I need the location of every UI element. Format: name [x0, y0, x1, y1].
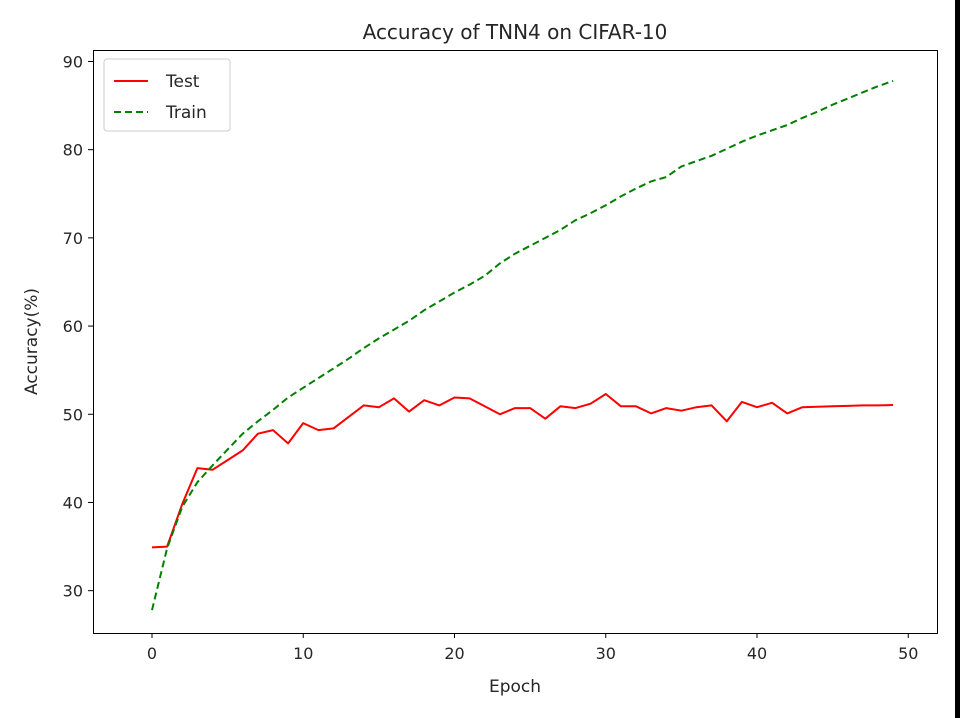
plot-frame [93, 50, 938, 634]
x-tick-label: 0 [147, 644, 157, 663]
x-tick-label: 50 [898, 644, 918, 663]
x-tick-label: 20 [444, 644, 464, 663]
x-tick-label: 40 [747, 644, 767, 663]
y-tick-label: 80 [63, 141, 83, 160]
legend-label-train: Train [165, 103, 207, 123]
y-tick-label: 30 [63, 582, 83, 601]
y-tick-label: 90 [63, 52, 83, 71]
y-tick-label: 50 [63, 405, 83, 424]
x-tick-label: 30 [596, 644, 616, 663]
legend: Test Train [103, 58, 231, 132]
window-edge [955, 0, 960, 718]
y-axis-ticks: 30 40 50 60 70 80 90 [63, 52, 93, 601]
x-tick-label: 10 [293, 644, 313, 663]
series-line-train [151, 79, 894, 611]
legend-label-test: Test [165, 72, 200, 92]
legend-box [103, 58, 231, 132]
y-tick-label: 60 [63, 317, 83, 336]
series-line-test [151, 393, 894, 549]
chart-title: Accuracy of TNN4 on CIFAR-10 [363, 20, 668, 44]
x-axis-ticks: 0 10 20 30 40 50 [147, 633, 918, 663]
y-tick-label: 40 [63, 493, 83, 512]
y-tick-label: 70 [63, 229, 83, 248]
y-axis-title: Accuracy(%) [22, 288, 42, 395]
x-axis-title: Epoch [489, 677, 541, 697]
series-layer [151, 79, 894, 611]
